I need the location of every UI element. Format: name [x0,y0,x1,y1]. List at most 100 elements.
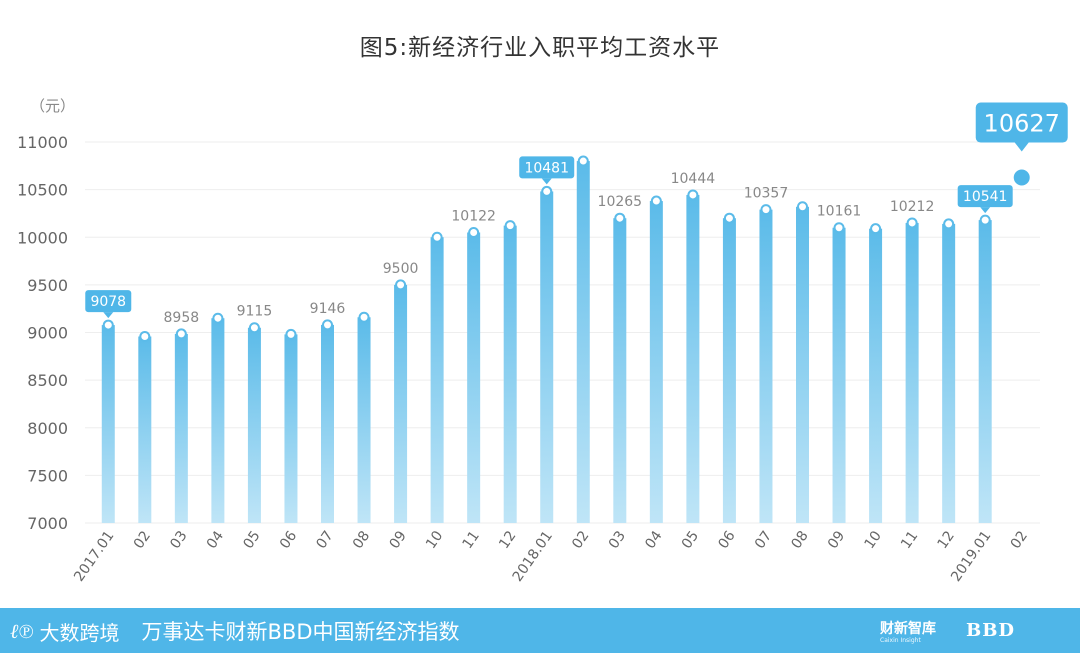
bar-top-marker [906,217,918,229]
partner-logo-caixin-sub: Caixin Insight [880,637,921,644]
y-tick-label: 10500 [17,181,68,200]
y-tick-label: 8500 [27,371,68,390]
x-tick-label: 06 [277,528,300,552]
bar-top-marker [175,328,187,340]
bar [686,194,700,524]
x-tick-label: 03 [606,528,629,552]
bar-top-marker [614,212,626,224]
x-tick-label: 11 [898,528,921,552]
bar-top-marker [577,155,589,167]
value-label: 8958 [164,310,200,326]
bar [321,324,334,523]
bar-top-marker [102,319,114,331]
value-tag-label: 10541 [963,189,1008,205]
bar [576,161,590,524]
bar-top-marker [687,189,699,201]
bar [869,228,883,524]
bar [722,218,736,523]
value-tag-pointer [980,207,991,214]
value-label: 10212 [890,199,935,215]
footer-brand: ℓ℗ 大数跨境 万事达卡财新BBD中国新经济指数 [10,617,460,645]
bar-chart: （元） 7000 7500 8000 8500 9000 9500 10000 10500 11… [17,97,1068,585]
value-label: 10161 [817,204,862,220]
bar [247,327,261,523]
bar [905,222,919,523]
bar-top-marker [139,331,151,343]
brand-logo-icon: ℓ℗ [10,618,34,643]
bar-top-marker [797,201,808,213]
bar [540,191,554,523]
bar-top-marker [650,195,662,207]
x-tick-label: 2017.01 [71,528,117,585]
bar [174,333,188,523]
bar-top-marker [760,204,772,216]
value-tag-pointer [103,312,114,319]
x-tick-label: 12 [496,528,519,552]
bar [832,227,846,523]
value-tag [519,156,575,179]
brand-name: 大数跨境 [39,620,120,645]
bar [138,336,152,523]
value-tag-label: 9078 [90,294,126,310]
x-tick-label: 08 [788,528,811,552]
footer-bar: ℓ℗ 大数跨境 万事达卡财新BBD中国新经济指数 财新智库 Caixin Ins… [0,608,1080,653]
value-tag-label: 10481 [524,160,569,176]
x-tick-label: 09 [825,528,848,552]
bar-top-marker [468,226,480,238]
bar [430,237,444,523]
bar [284,334,298,523]
bars [101,155,1030,524]
bar-top-marker [395,279,407,291]
x-tick-label: 10 [862,528,885,552]
bar [759,209,773,523]
value-label: 9146 [310,301,346,317]
x-tick-label: 02 [131,528,154,552]
value-tag [85,290,132,313]
x-tick-label: 04 [642,528,665,552]
value-label: 10265 [598,194,643,210]
value-label: 10122 [451,208,496,224]
x-tick-label: 08 [350,528,373,552]
bar [942,223,956,524]
bar [357,317,371,523]
bar [101,325,115,523]
bar-end-dot [1013,169,1030,186]
partner-logo-caixin: 财新智库 Caixin Insight [880,618,936,644]
bar-top-marker [723,212,735,224]
bar [796,206,809,523]
x-tick-label: 07 [752,528,775,552]
bar [503,225,517,523]
highlight-tag [975,102,1068,143]
y-tick-label: 7500 [27,466,68,485]
bar-top-marker [504,220,516,232]
value-label: 10357 [744,186,789,202]
y-tick-label: 8000 [27,419,68,438]
partner-logo-bbd: BBD [966,620,1016,641]
index-name: 万事达卡财新BBD中国新经济指数 [141,620,460,644]
bar [467,232,481,524]
chart-title: 图5:新经济行业入职平均工资水平 [359,35,721,61]
y-axis-unit-label: （元） [30,97,75,115]
x-tick-label: 02 [1008,528,1031,552]
x-tick-label: 09 [387,528,410,552]
y-tick-label: 9000 [27,324,68,343]
bar-top-marker [943,218,955,230]
y-axis-ticks: 7000 7500 8000 8500 9000 9500 10000 10500 11000 [17,133,68,533]
x-tick-label: 06 [715,528,738,552]
bar-top-marker [541,185,553,197]
bar [613,218,627,523]
bar [394,284,408,523]
bar-top-marker [285,328,297,340]
bar-top-marker [979,214,991,226]
bar [978,220,992,524]
y-tick-label: 10000 [17,228,68,247]
bar-top-marker [833,222,845,234]
x-tick-label: 12 [935,528,958,552]
y-tick-label: 9500 [27,276,68,295]
value-label: 10444 [671,171,716,187]
bar-top-marker [431,231,443,243]
highlight-tag-label: 10627 [984,110,1060,138]
partner-logo-caixin-name: 财新智库 [880,621,936,637]
x-tick-label: 05 [240,528,263,552]
value-tag [957,185,1013,208]
